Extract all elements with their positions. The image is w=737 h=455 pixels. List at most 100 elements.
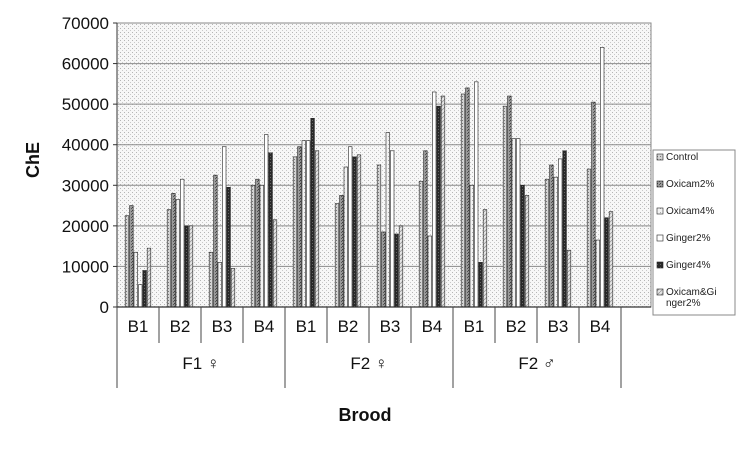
bar-oxicam2--2 xyxy=(213,174,218,308)
legend-label: Oxicam2% xyxy=(666,179,714,190)
bar-ginger2--0 xyxy=(138,284,143,308)
x-category-label: B2 xyxy=(170,317,191,336)
bar-ginger4--7 xyxy=(436,105,441,308)
bar-ginger4--5 xyxy=(352,156,357,308)
y-axis-title: ChE xyxy=(23,142,43,178)
bar-oxicam2--6 xyxy=(381,231,386,308)
legend-swatch xyxy=(656,234,664,242)
bar-oxicam4--1 xyxy=(175,199,180,308)
legend-swatch xyxy=(656,288,664,296)
x-category-label: B3 xyxy=(212,317,233,336)
legend-label: Oxicam4% xyxy=(666,206,714,217)
bar-ginger2--8 xyxy=(474,81,479,308)
bar-ginger2--9 xyxy=(516,138,521,308)
bar-ginger2--3 xyxy=(264,134,269,308)
bar-oxicam-ginger2--5 xyxy=(356,154,362,308)
bar-control-5 xyxy=(334,203,340,308)
bar-control-11 xyxy=(586,168,592,308)
bar-oxicam-ginger2--4 xyxy=(314,150,320,308)
bar-ginger4--10 xyxy=(562,150,567,308)
bar-oxicam2--3 xyxy=(255,178,260,308)
bar-oxicam2--7 xyxy=(423,150,428,308)
legend-label: Ginger2% xyxy=(666,233,711,244)
bar-oxicam4--0 xyxy=(133,251,138,308)
bar-oxicam-ginger2--3 xyxy=(272,219,278,308)
bar-control-9 xyxy=(502,105,508,308)
bar-oxicam2--8 xyxy=(465,87,470,308)
bar-control-2 xyxy=(208,251,214,308)
bar-oxicam-ginger2--10 xyxy=(566,249,572,308)
y-tick-label: 0 xyxy=(100,298,109,317)
bar-control-0 xyxy=(124,215,130,308)
y-axis-ticks: 0 10000 20000 30000 40000 50000 60000 70000 xyxy=(62,14,117,317)
axes xyxy=(116,23,651,308)
bar-control-1 xyxy=(166,209,172,308)
bar-ginger2--6 xyxy=(390,150,395,308)
bar-oxicam4--2 xyxy=(217,262,222,308)
x-category-label: B1 xyxy=(296,317,317,336)
y-tick-label: 50000 xyxy=(62,95,109,114)
x-category-label: B1 xyxy=(464,317,485,336)
x-category-label: B4 xyxy=(590,317,611,336)
bar-oxicam4--7 xyxy=(427,235,432,308)
bar-ginger4--4 xyxy=(310,118,315,308)
legend-label: Ginger4% xyxy=(666,260,711,271)
x-category-label: B2 xyxy=(338,317,359,336)
x-category-label: B1 xyxy=(128,317,149,336)
y-tick-label: 40000 xyxy=(62,136,109,155)
x-category-label: B3 xyxy=(548,317,569,336)
bar-oxicam-ginger2--6 xyxy=(398,225,404,308)
x-category-label: B3 xyxy=(380,317,401,336)
bar-oxicam4--9 xyxy=(511,138,516,308)
bar-ginger4--0 xyxy=(142,270,147,308)
bar-ginger2--2 xyxy=(222,146,227,308)
bar-oxicam-ginger2--11 xyxy=(608,211,614,308)
x-axis-title: Brood xyxy=(339,405,392,425)
bar-oxicam-ginger2--0 xyxy=(146,247,152,308)
bar-oxicam2--4 xyxy=(297,146,302,308)
legend-swatch xyxy=(656,207,664,215)
bar-oxicam-ginger2--2 xyxy=(230,268,236,308)
legend-box xyxy=(652,149,736,316)
bar-oxicam4--6 xyxy=(385,132,390,308)
legend: Control Oxicam2% Oxicam4% Ginger2% Ginger4% O… xyxy=(652,149,736,316)
legend-label: nger2% xyxy=(666,298,701,309)
y-tick-label: 60000 xyxy=(62,55,109,74)
y-tick-label: 70000 xyxy=(62,14,109,33)
bar-oxicam4--8 xyxy=(469,184,474,308)
bar-oxicam-ginger2--1 xyxy=(188,225,194,308)
y-tick-label: 30000 xyxy=(62,176,109,195)
y-tick-label: 20000 xyxy=(62,217,109,236)
bar-ginger4--8 xyxy=(478,262,483,308)
bar-control-3 xyxy=(250,184,256,308)
x-group-label: F2 ♀ xyxy=(350,354,387,373)
legend-swatch xyxy=(656,153,664,161)
legend-label: Oxicam&Gi xyxy=(666,287,717,298)
bar-ginger4--6 xyxy=(394,233,399,308)
bar-oxicam2--0 xyxy=(129,205,134,308)
bar-ginger2--4 xyxy=(306,140,311,308)
bar-oxicam4--3 xyxy=(259,184,264,308)
bar-oxicam2--5 xyxy=(339,195,344,308)
bar-oxicam4--4 xyxy=(301,140,306,308)
bar-ginger2--10 xyxy=(558,158,563,308)
bar-control-8 xyxy=(460,93,466,308)
bar-ginger4--9 xyxy=(520,184,525,308)
category-table: B1 B2 B3 B4 B1 B2 B3 B4 B1 B2 B3 B4 F1 ♀ F2 ♀ F2 ♂ xyxy=(116,307,622,388)
bar-oxicam4--5 xyxy=(343,166,348,308)
bar-oxicam4--10 xyxy=(553,176,558,308)
bar-ginger2--5 xyxy=(348,146,353,308)
bar-ginger2--7 xyxy=(432,91,437,308)
x-category-label: B4 xyxy=(254,317,275,336)
bar-ginger4--1 xyxy=(184,225,189,308)
bar-oxicam2--10 xyxy=(549,164,554,308)
bar-control-10 xyxy=(544,178,550,308)
bar-ginger4--11 xyxy=(604,217,609,308)
x-category-label: B2 xyxy=(506,317,527,336)
x-group-label: F1 ♀ xyxy=(182,354,219,373)
bar-oxicam-ginger2--7 xyxy=(440,95,446,308)
bar-oxicam2--9 xyxy=(507,95,512,308)
bar-oxicam-ginger2--8 xyxy=(482,209,488,308)
bar-oxicam2--11 xyxy=(591,101,596,308)
